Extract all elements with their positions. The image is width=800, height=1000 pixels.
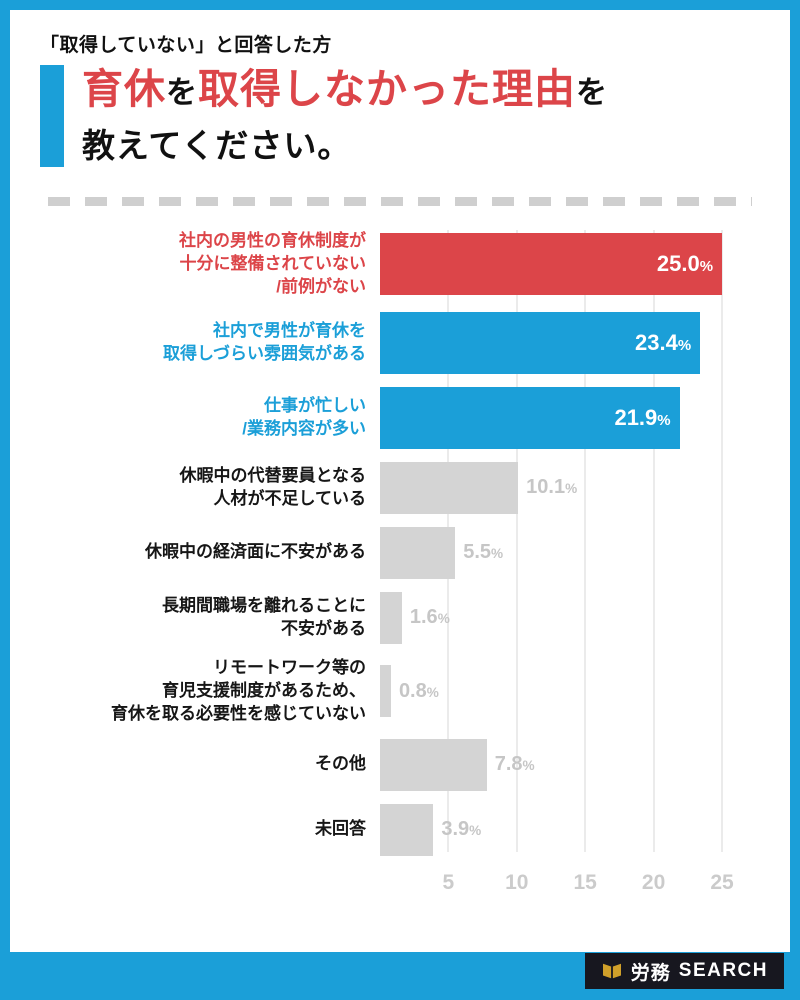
page-title-line1: 育休を取得しなかった理由を xyxy=(82,66,608,113)
gridline xyxy=(652,229,655,852)
value-label: 7.8% xyxy=(494,753,535,776)
chart-row: 休暇中の代替要員となる 人材が不足している 10.1% xyxy=(40,461,760,514)
bar: 23.4% xyxy=(380,311,701,374)
bar xyxy=(380,526,456,579)
category-label: 社内の男性の育休制度が 十分に整備されていない/前例がない xyxy=(179,230,366,296)
bar-track: 10.1% xyxy=(380,461,760,514)
title-block: 育休を取得しなかった理由を 教えてください。 xyxy=(40,65,760,167)
title-particle: を xyxy=(576,75,608,110)
x-axis-tick-label: 20 xyxy=(641,870,666,894)
page-title-line2: 教えてください。 xyxy=(82,126,352,164)
brand-logo: 労務 SEARCH xyxy=(584,953,784,989)
bar-track: 23.4% xyxy=(380,311,760,374)
bar-track: 1.6% xyxy=(380,591,760,644)
category-label: 仕事が忙しい/業務内容が多い xyxy=(242,395,366,438)
gridline xyxy=(584,229,587,852)
category-label: 休暇中の代替要員となる 人材が不足している xyxy=(179,465,367,508)
bar xyxy=(380,803,434,856)
bar: 25.0% xyxy=(380,233,722,296)
value-label: 1.6% xyxy=(409,606,450,629)
category-label: リモートワーク等の 育児支援制度があるため、 育休を取る必要性を感じていない xyxy=(111,657,366,723)
chart-row: 休暇中の経済面に不安がある 5.5% xyxy=(40,526,760,579)
value-label: 25.0% xyxy=(656,251,713,277)
category-label: その他 xyxy=(315,754,366,774)
bar-track: 25.0% xyxy=(380,233,760,296)
value-label: 21.9% xyxy=(614,404,671,430)
x-axis-tick-label: 5 xyxy=(442,870,455,894)
book-icon xyxy=(602,963,621,979)
bar-track: 0.8% xyxy=(380,665,760,718)
gridline xyxy=(721,229,723,852)
chart-row: その他 7.8% xyxy=(40,738,760,791)
title-emphasis: 取得しなかった理由 xyxy=(198,66,576,112)
chart-row: 仕事が忙しい/業務内容が多い 21.9% xyxy=(40,386,760,449)
bar-track: 3.9% xyxy=(380,803,760,856)
chart-row: 未回答 3.9% xyxy=(40,803,760,856)
page-title: 育休を取得しなかった理由を 教えてください。 xyxy=(82,65,608,167)
bar-track: 21.9% xyxy=(380,386,760,449)
value-label: 23.4% xyxy=(634,329,692,355)
x-axis-tick-label: 25 xyxy=(710,870,734,894)
category-label: 未回答 xyxy=(315,819,366,839)
x-axis: 5 10 15 20 25 xyxy=(40,869,760,899)
value-label: 3.9% xyxy=(441,818,482,841)
chart-row: 社内で男性が育休を 取得しづらい雰囲気がある 23.4% xyxy=(40,311,760,374)
x-axis-tick-label: 10 xyxy=(505,870,529,894)
x-axis-ticks: 5 10 15 20 25 xyxy=(380,869,734,899)
footer-bar: 労務 SEARCH xyxy=(10,952,790,990)
logo-text-bold: 労務 xyxy=(630,962,671,984)
chart-rows: 社内の男性の育休制度が 十分に整備されていない/前例がない 25.0% 社内で男性が育… xyxy=(40,229,760,856)
chart-row: 社内の男性の育休制度が 十分に整備されていない/前例がない 25.0% xyxy=(40,230,760,299)
logo-text-regular: SEARCH xyxy=(678,960,768,981)
bar xyxy=(380,591,402,644)
value-label: 10.1% xyxy=(526,476,578,499)
category-label: 休暇中の経済面に不安がある xyxy=(145,542,366,562)
bar xyxy=(380,665,391,718)
title-particle: を xyxy=(166,75,198,110)
chart-row: リモートワーク等の 育児支援制度があるため、 育休を取る必要性を感じていない 0.8% xyxy=(40,657,760,726)
gridline xyxy=(515,229,518,852)
chart-row: 長期間職場を離れることに 不安がある 1.6% xyxy=(40,591,760,644)
title-emphasis: 育休 xyxy=(82,66,166,112)
dashed-divider xyxy=(48,196,752,206)
category-label: 社内で男性が育休を 取得しづらい雰囲気がある xyxy=(163,320,366,363)
bar-track: 7.8% xyxy=(380,738,760,791)
value-label: 0.8% xyxy=(398,679,439,702)
title-accent-bar xyxy=(40,65,64,167)
value-label: 5.5% xyxy=(463,541,504,564)
bar-chart: 社内の男性の育休制度が 十分に整備されていない/前例がない 25.0% 社内で男性が育… xyxy=(40,229,760,856)
bar xyxy=(380,461,519,514)
x-axis-tick-label: 15 xyxy=(573,870,597,894)
bar xyxy=(380,738,487,791)
bar-track: 5.5% xyxy=(380,526,760,579)
category-label: 長期間職場を離れることに 不安がある xyxy=(162,595,366,638)
bar: 21.9% xyxy=(380,386,680,449)
eyebrow-text: 「取得していない」と回答した方 xyxy=(40,35,332,56)
